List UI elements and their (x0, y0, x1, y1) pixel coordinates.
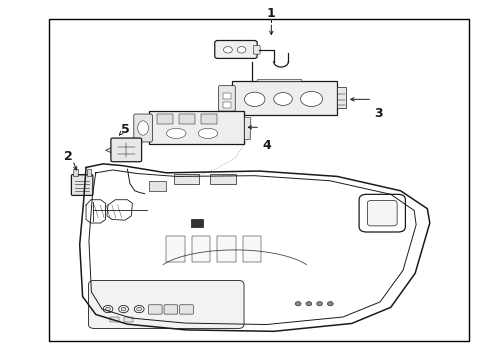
Ellipse shape (166, 129, 185, 138)
Text: 5: 5 (121, 123, 129, 136)
FancyBboxPatch shape (148, 305, 162, 314)
FancyBboxPatch shape (218, 86, 235, 111)
Bar (157, 114, 172, 125)
Bar (244, 117, 250, 139)
Circle shape (137, 307, 142, 311)
FancyBboxPatch shape (358, 194, 405, 232)
Bar (166, 235, 184, 262)
Bar (242, 235, 261, 262)
Circle shape (119, 306, 128, 313)
FancyBboxPatch shape (111, 138, 142, 162)
Bar (73, 169, 78, 176)
Circle shape (327, 302, 332, 306)
Bar (200, 114, 216, 125)
Bar (222, 93, 231, 99)
Ellipse shape (198, 129, 217, 138)
Circle shape (134, 306, 144, 313)
FancyBboxPatch shape (214, 41, 257, 58)
Circle shape (105, 307, 110, 311)
Bar (110, 318, 119, 321)
Bar (124, 318, 133, 321)
Bar (86, 169, 91, 176)
Bar (191, 235, 210, 262)
Circle shape (305, 302, 311, 306)
Circle shape (295, 302, 301, 306)
Bar (149, 181, 166, 192)
FancyBboxPatch shape (71, 175, 93, 195)
Circle shape (121, 307, 126, 311)
Text: 2: 2 (63, 150, 72, 163)
FancyBboxPatch shape (253, 45, 260, 54)
Polygon shape (105, 145, 117, 155)
Circle shape (316, 302, 322, 306)
Ellipse shape (244, 92, 264, 107)
Ellipse shape (237, 46, 245, 53)
Bar (210, 174, 235, 184)
FancyBboxPatch shape (163, 305, 177, 314)
FancyBboxPatch shape (134, 114, 152, 142)
Ellipse shape (300, 91, 322, 107)
Bar (173, 174, 199, 184)
Bar (178, 114, 194, 125)
Bar (149, 111, 244, 144)
Bar (217, 235, 235, 262)
FancyBboxPatch shape (179, 305, 193, 314)
Bar (49, 19, 468, 341)
Text: 4: 4 (262, 139, 270, 152)
Ellipse shape (273, 93, 292, 105)
Ellipse shape (223, 46, 232, 53)
Text: 3: 3 (373, 107, 382, 120)
Circle shape (103, 306, 113, 313)
Ellipse shape (138, 121, 148, 135)
Text: 1: 1 (266, 7, 275, 20)
FancyBboxPatch shape (88, 280, 244, 328)
Bar (336, 87, 345, 108)
Bar (222, 102, 231, 108)
FancyBboxPatch shape (366, 201, 396, 226)
Bar (232, 81, 336, 116)
Bar (190, 220, 203, 227)
Bar (256, 78, 300, 81)
